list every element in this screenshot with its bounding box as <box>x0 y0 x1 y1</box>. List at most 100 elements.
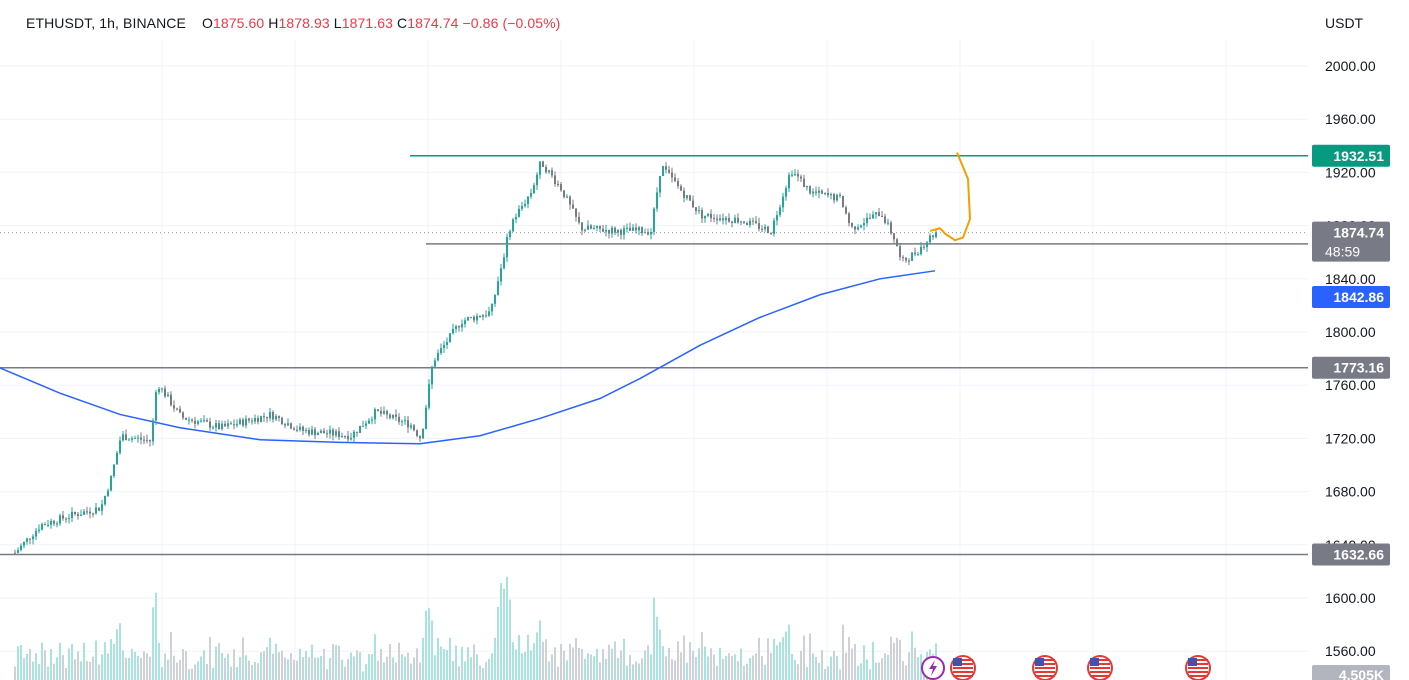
candle-body <box>221 423 223 430</box>
candle-body <box>332 429 334 436</box>
candle-body <box>581 222 583 231</box>
projection-path[interactable] <box>929 152 971 242</box>
candle-body <box>374 409 376 420</box>
candle-body <box>323 430 325 434</box>
price-tick-label: 1800.00 <box>1325 324 1376 340</box>
candle-body <box>476 315 478 321</box>
candle-body <box>299 426 301 430</box>
candle-body <box>719 218 721 221</box>
candle-body <box>125 434 127 441</box>
horizontal-lines[interactable] <box>0 155 1308 556</box>
volume-bar <box>683 635 685 680</box>
candle-body <box>95 507 97 514</box>
volume-bar <box>875 662 877 680</box>
volume-bar <box>644 650 646 680</box>
candle-body <box>491 303 493 312</box>
candle-body <box>44 524 46 526</box>
volume-bar <box>575 638 577 680</box>
candle-body <box>206 420 208 422</box>
volume-bar <box>851 648 853 680</box>
candle-body <box>692 200 694 208</box>
volume-bar <box>620 650 622 680</box>
volume-bar <box>410 663 412 680</box>
candle-body <box>644 232 646 234</box>
candle-body <box>656 192 658 209</box>
candle-body <box>701 210 703 219</box>
candle-body <box>575 208 577 217</box>
volume-bar <box>893 642 895 680</box>
volume-bar <box>44 650 46 680</box>
volume-bar <box>506 576 508 680</box>
volume-bar <box>890 636 892 680</box>
volume-bar <box>293 659 295 680</box>
candle-body <box>287 423 289 426</box>
currency-label[interactable]: USDT <box>1325 15 1364 31</box>
volume-bar <box>785 631 787 680</box>
candle-body <box>749 220 751 225</box>
symbol-name[interactable]: ETHUSDT <box>26 15 92 31</box>
volume-bar <box>887 655 889 680</box>
candle-body <box>875 212 877 215</box>
volume-bar <box>698 648 700 680</box>
interval[interactable]: 1h <box>99 15 116 31</box>
moving-average[interactable] <box>0 270 936 445</box>
candle-body <box>869 217 871 219</box>
candle-body <box>230 423 232 425</box>
volume-bar <box>446 650 448 680</box>
candle-body <box>278 416 280 418</box>
volume-bar <box>359 652 361 680</box>
volume-bar <box>116 629 118 680</box>
candles[interactable] <box>14 160 937 554</box>
volume-bar <box>368 654 370 680</box>
candle-body <box>20 545 22 551</box>
candle-body <box>422 428 424 439</box>
candle-body <box>269 411 271 419</box>
volume-bar <box>155 592 157 680</box>
candle-body <box>23 541 25 546</box>
candle-body <box>920 246 922 255</box>
volume-bar <box>590 654 592 680</box>
candle-body <box>854 226 856 230</box>
volume-bar <box>182 648 184 680</box>
candle-body <box>149 439 151 442</box>
volume-bar <box>881 658 883 680</box>
candle-body <box>311 429 313 435</box>
candle-body <box>62 515 64 519</box>
volume-bar <box>605 658 607 680</box>
candle-body <box>704 215 706 219</box>
candle-body <box>254 418 256 422</box>
candle-body <box>686 195 688 198</box>
high-value: 1878.93 <box>278 15 330 31</box>
candle-body <box>188 419 190 421</box>
candle-body <box>542 161 544 167</box>
candle-body <box>356 431 358 433</box>
volume-bar <box>800 650 802 680</box>
volume-bar <box>896 637 898 680</box>
candle-body <box>275 416 277 420</box>
volume-bar <box>899 639 901 680</box>
candle-body <box>290 423 292 429</box>
volume-bar <box>578 647 580 680</box>
candle-body <box>161 388 163 390</box>
event-markers[interactable] <box>921 655 1211 680</box>
volume-bar <box>617 657 619 680</box>
volume-bar <box>884 653 886 680</box>
candle-body <box>461 324 463 328</box>
volume-bar <box>104 642 106 680</box>
candle-body <box>260 416 262 422</box>
volume-bar <box>296 660 298 680</box>
volume-bar <box>191 668 193 680</box>
candle-body <box>398 416 400 422</box>
volume-bar <box>515 649 517 680</box>
candle-body <box>566 196 568 198</box>
candle-body <box>263 416 265 418</box>
volume-bar <box>740 648 742 680</box>
price-axis[interactable]: 2000.001960.001920.001880.001840.001800.… <box>1325 58 1376 659</box>
volume-bar <box>59 642 61 680</box>
volume-bar <box>863 645 865 680</box>
candle-body <box>68 517 70 519</box>
candle-body <box>89 511 91 514</box>
volume-bar <box>416 648 418 680</box>
volume-bar <box>686 662 688 680</box>
